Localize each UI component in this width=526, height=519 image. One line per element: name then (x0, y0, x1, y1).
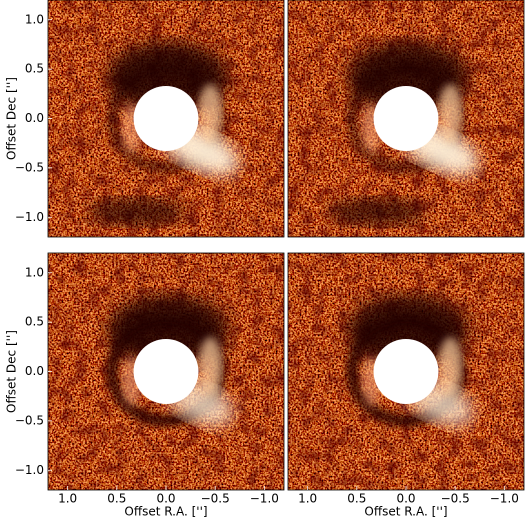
y-axis-label: Offset Dec [''] (5, 77, 19, 160)
x-tick-label: 1.0 (58, 492, 77, 506)
image-panel (48, 253, 284, 490)
image-panel (288, 253, 524, 490)
x-tick-label: 0.5 (347, 492, 366, 506)
y-tick-label: −1.0 (15, 463, 44, 477)
x-tick-label: −1.0 (490, 492, 519, 506)
image-panel (48, 0, 284, 237)
bright-arc (198, 337, 223, 397)
y-tick-label: −0.5 (15, 160, 44, 174)
coronagraph-mask (373, 339, 439, 404)
y-axis-label: Offset Dec [''] (5, 330, 19, 413)
coronagraph-mask (373, 86, 439, 151)
x-tick-label: 1.0 (298, 492, 317, 506)
dark-lower (327, 198, 426, 226)
y-tick-label: 0.0 (25, 364, 44, 378)
coronagraph-mask (133, 86, 199, 151)
y-tick-label: 1.0 (25, 12, 44, 26)
y-tick-label: 0.5 (25, 315, 44, 329)
bright-arc (198, 84, 223, 144)
dark-cavity (106, 41, 229, 113)
x-tick-label: 0.0 (396, 492, 415, 506)
y-tick-label: −1.0 (15, 210, 44, 224)
dark-cavity (347, 294, 469, 366)
x-axis-label: Offset R.A. [''] (364, 505, 447, 519)
y-tick-label: −0.5 (15, 413, 44, 427)
y-tick-label: 0.5 (25, 62, 44, 76)
x-tick-label: −0.5 (201, 492, 230, 506)
x-tick-label: −0.5 (441, 492, 470, 506)
x-tick-label: −1.0 (250, 492, 279, 506)
x-axis-label: Offset R.A. [''] (124, 505, 207, 519)
x-tick-label: 0.5 (107, 492, 126, 506)
x-tick-label: 0.0 (156, 492, 175, 506)
dark-lower (87, 198, 186, 226)
y-tick-label: 0.0 (25, 111, 44, 125)
coronagraph-mask (133, 339, 199, 404)
bright-arc (438, 84, 463, 144)
image-panel (288, 0, 524, 237)
axes-frame (287, 0, 525, 238)
dark-cavity (106, 294, 229, 366)
bright-arc (438, 337, 463, 397)
dark-cavity (347, 41, 469, 113)
y-tick-label: 1.0 (25, 265, 44, 279)
